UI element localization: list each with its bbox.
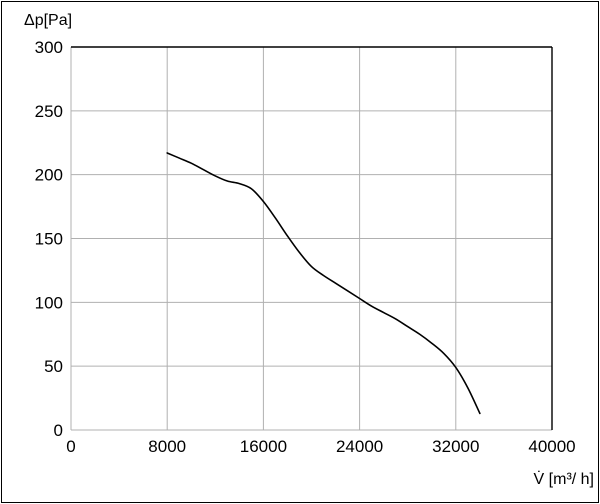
x-tick-label: 40000 <box>528 437 575 456</box>
x-tick-label: 0 <box>66 437 75 456</box>
y-tick-label: 150 <box>35 230 63 249</box>
x-tick-label: 8000 <box>148 437 186 456</box>
y-tick-labels: 0 50 100 150 200 250 300 <box>35 38 63 440</box>
x-tick-labels: 0 8000 16000 24000 32000 40000 <box>66 437 575 456</box>
x-tick-label: 24000 <box>336 437 383 456</box>
y-tick-label: 300 <box>35 38 63 57</box>
plot-border <box>70 46 553 431</box>
x-tick-label: 32000 <box>432 437 479 456</box>
y-tick-label: 0 <box>54 421 63 440</box>
y-axis-label: Δp[Pa] <box>24 12 72 29</box>
grid <box>71 47 552 430</box>
y-tick-label: 200 <box>35 166 63 185</box>
y-tick-label: 100 <box>35 293 63 312</box>
y-tick-label: 250 <box>35 102 63 121</box>
x-tick-label: 16000 <box>240 437 287 456</box>
x-axis-label: V̇ [m³/ h] <box>534 470 594 488</box>
series-line <box>166 152 481 415</box>
y-tick-label: 50 <box>44 357 63 376</box>
